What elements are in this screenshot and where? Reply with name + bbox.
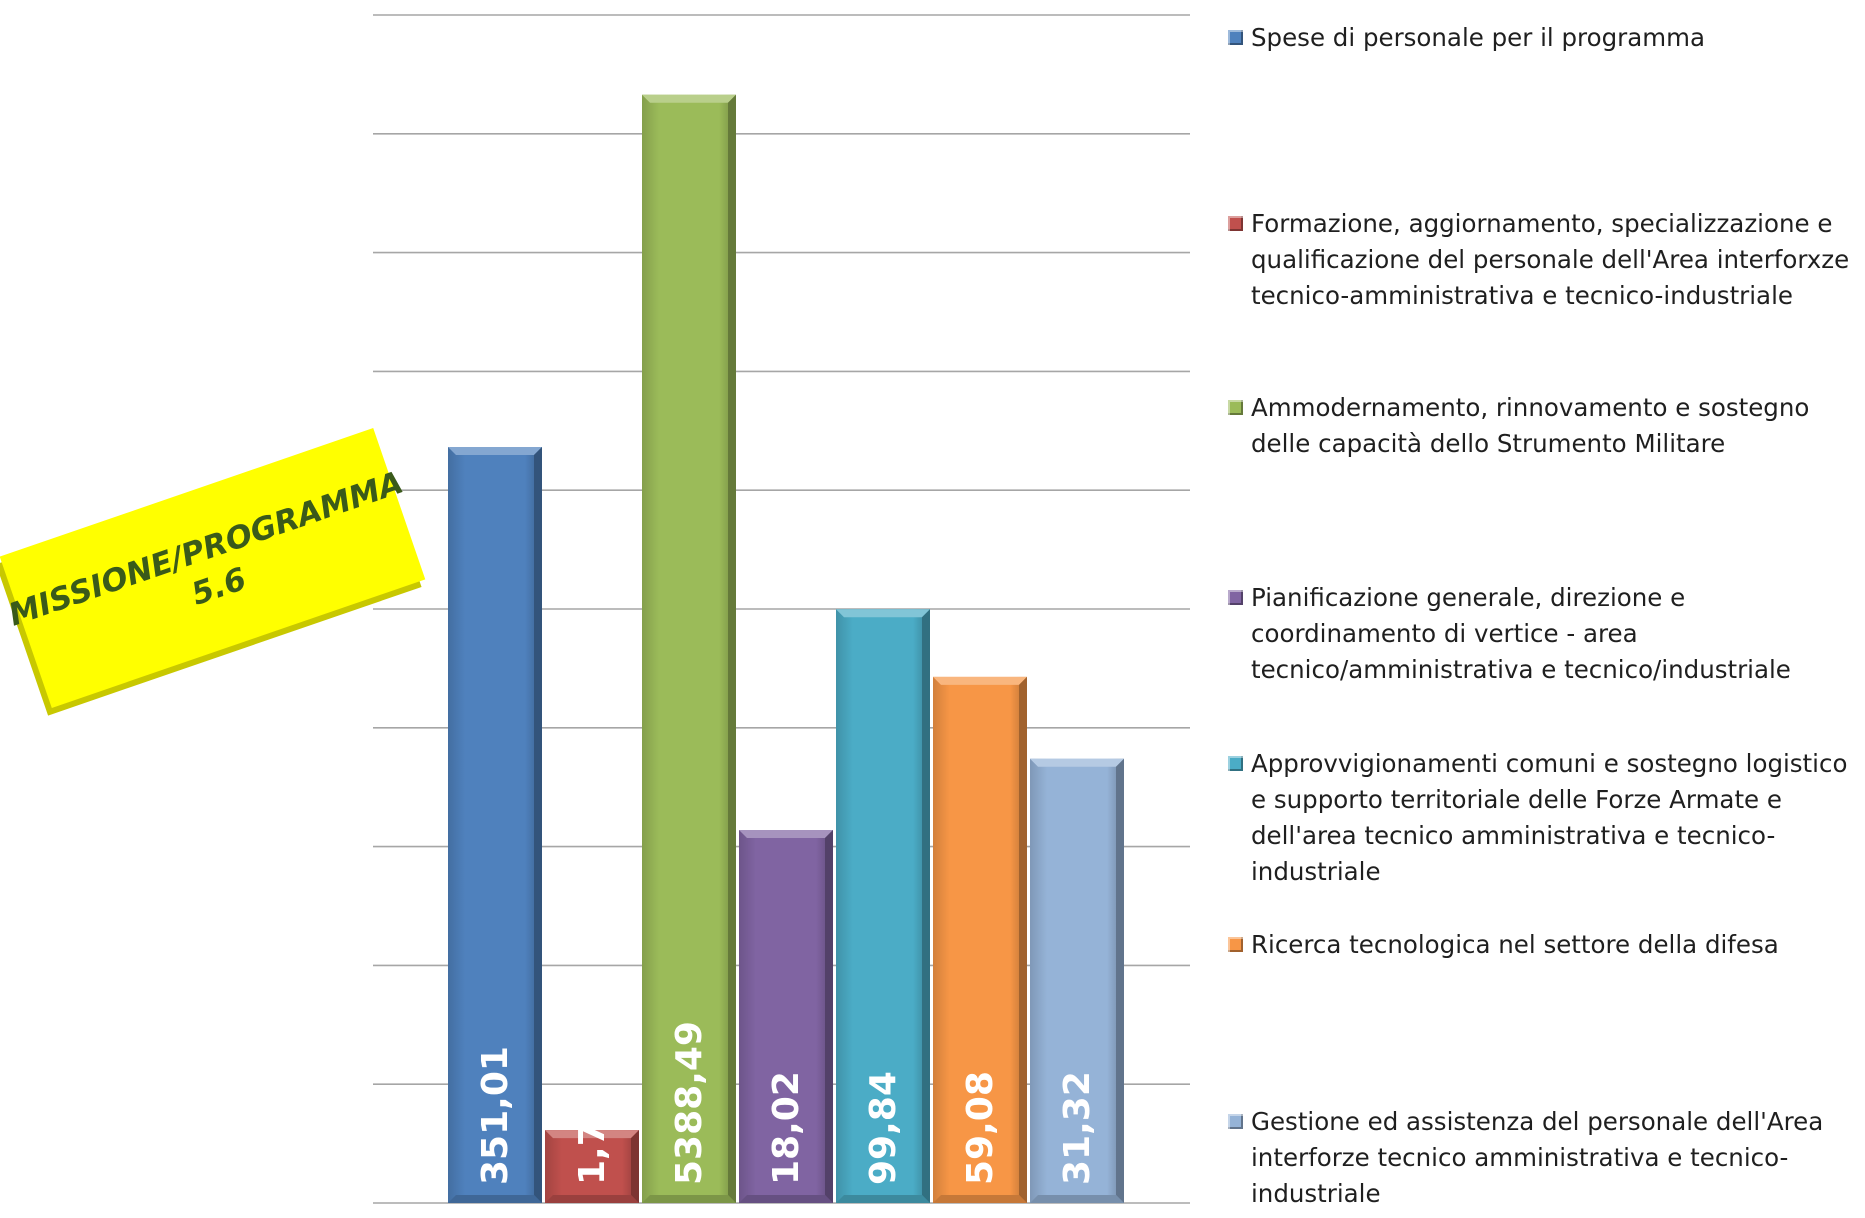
bar-top-bevel <box>933 677 1027 685</box>
bar-group: 5388,49 <box>642 95 736 1203</box>
bar-group: 99,84 <box>836 609 930 1203</box>
bar-value-label: 31,32 <box>1057 1071 1098 1185</box>
bar-top-bevel <box>448 447 542 455</box>
bar-bottom-bevel <box>448 1195 542 1203</box>
bar-side-bevel <box>825 830 833 1203</box>
legend-item: Pianificazione generale, direzione e coo… <box>1228 580 1861 688</box>
legend-swatch <box>1228 590 1243 605</box>
legend-swatch <box>1228 1114 1243 1129</box>
bar-side-bevel <box>1116 759 1124 1203</box>
legend-label: Gestione ed assistenza del personale del… <box>1251 1104 1861 1212</box>
bar-side-bevel <box>922 609 930 1203</box>
legend-item: Spese di personale per il programma <box>1228 20 1861 56</box>
bar-side-bevel <box>631 1130 639 1203</box>
bar-value-label: 351,01 <box>475 1046 516 1185</box>
bar-value-label: 1,76 <box>572 1096 613 1185</box>
bar-group: 31,32 <box>1030 759 1124 1203</box>
bar-top-bevel <box>642 95 736 103</box>
legend-swatch <box>1228 400 1243 415</box>
legend-item: Gestione ed assistenza del personale del… <box>1228 1104 1861 1212</box>
bar-value-label: 5388,49 <box>669 1021 710 1185</box>
legend-swatch <box>1228 216 1243 231</box>
bar-side-bevel <box>728 95 736 1203</box>
bar-bottom-bevel <box>545 1195 639 1203</box>
legend-swatch <box>1228 937 1243 952</box>
legend-item: Formazione, aggiornamento, specializzazi… <box>1228 206 1861 314</box>
bar-value-label: 59,08 <box>960 1071 1001 1185</box>
bar-bottom-bevel <box>836 1195 930 1203</box>
bar-bottom-bevel <box>933 1195 1027 1203</box>
legend-label: Ricerca tecnologica nel settore della di… <box>1251 927 1861 963</box>
bar-group: 1,76 <box>545 1096 639 1203</box>
legend-label: Approvvigionamenti comuni e sostegno log… <box>1251 746 1861 890</box>
legend-swatch <box>1228 30 1243 45</box>
legend-item: Approvvigionamenti comuni e sostegno log… <box>1228 746 1861 890</box>
bar-group: 59,08 <box>933 677 1027 1203</box>
legend-item: Ammodernamento, rinnovamento e sostegno … <box>1228 390 1861 462</box>
legend-label: Formazione, aggiornamento, specializzazi… <box>1251 206 1861 314</box>
bar-value-label: 18,02 <box>766 1071 807 1185</box>
bar-group: 351,01 <box>448 447 542 1203</box>
bar-side-bevel <box>534 447 542 1203</box>
bar-bottom-bevel <box>739 1195 833 1203</box>
bar-group: 18,02 <box>739 830 833 1203</box>
legend-swatch <box>1228 756 1243 771</box>
bar-bottom-bevel <box>1030 1195 1124 1203</box>
bar-top-bevel <box>739 830 833 838</box>
bar-side-bevel <box>1019 677 1027 1203</box>
legend-label: Spese di personale per il programma <box>1251 20 1861 56</box>
bar-value-label: 99,84 <box>863 1071 904 1185</box>
bar-bottom-bevel <box>642 1195 736 1203</box>
legend-item: Ricerca tecnologica nel settore della di… <box>1228 927 1861 963</box>
legend-label: Ammodernamento, rinnovamento e sostegno … <box>1251 390 1861 462</box>
legend-label: Pianificazione generale, direzione e coo… <box>1251 580 1861 688</box>
bar-top-bevel <box>836 609 930 617</box>
bar-top-bevel <box>1030 759 1124 767</box>
